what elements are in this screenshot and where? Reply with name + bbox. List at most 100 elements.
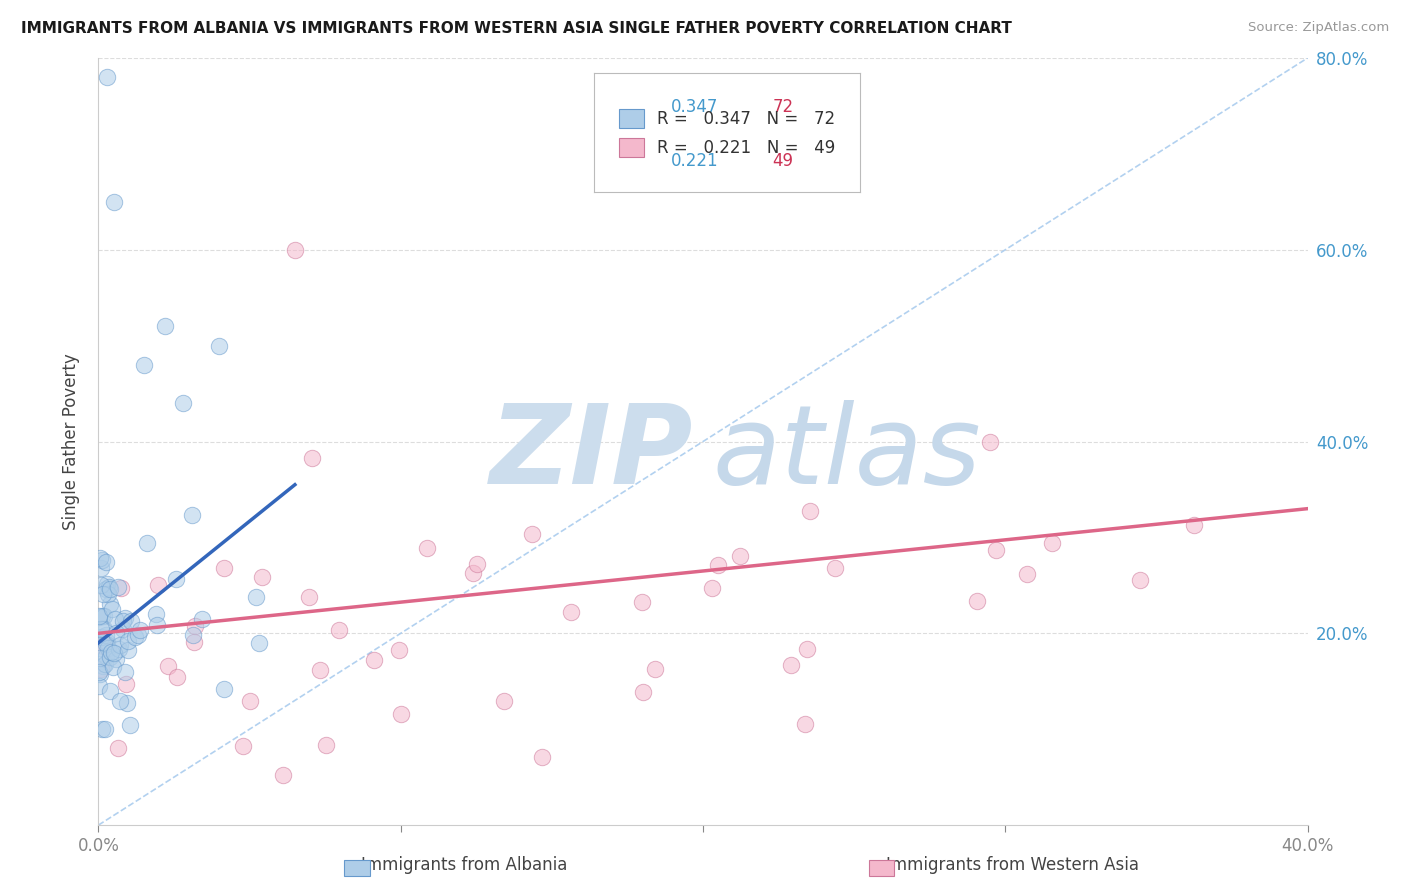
Point	[111, 614, 134, 628]
Point	[707, 558, 730, 572]
Point	[245, 591, 267, 605]
Point	[172, 396, 194, 410]
Point	[728, 549, 751, 563]
Point	[166, 670, 188, 684]
Point	[700, 581, 723, 595]
Text: Immigrants from Western Asia: Immigrants from Western Asia	[886, 855, 1139, 873]
Point	[94, 628, 117, 642]
Point	[108, 638, 131, 652]
Point	[90, 630, 112, 644]
Text: IMMIGRANTS FROM ALBANIA VS IMMIGRANTS FROM WESTERN ASIA SINGLE FATHER POVERTY CO: IMMIGRANTS FROM ALBANIA VS IMMIGRANTS FR…	[21, 21, 1012, 36]
Point	[98, 582, 121, 597]
Point	[1040, 536, 1063, 550]
Point	[191, 612, 214, 626]
Point	[110, 581, 132, 595]
Point	[94, 657, 117, 672]
Point	[97, 587, 120, 601]
Point	[103, 647, 125, 661]
Point	[90, 622, 112, 636]
Point	[114, 665, 136, 679]
Point	[89, 551, 111, 566]
Point	[250, 569, 273, 583]
Point	[328, 623, 350, 637]
Point	[87, 679, 110, 693]
Point	[799, 504, 821, 518]
Point	[93, 722, 115, 736]
Point	[89, 666, 111, 681]
Point	[87, 609, 110, 624]
Point	[117, 634, 139, 648]
Point	[97, 640, 120, 655]
Point	[96, 577, 118, 591]
Point	[91, 552, 114, 566]
Point	[118, 718, 141, 732]
Point	[388, 643, 411, 657]
Point	[96, 70, 118, 84]
Text: ZIP: ZIP	[489, 400, 693, 507]
Point	[984, 543, 1007, 558]
Point	[89, 665, 111, 679]
Point	[208, 338, 231, 352]
Point	[247, 635, 270, 649]
Point	[124, 630, 146, 644]
Point	[91, 639, 114, 653]
Point	[465, 557, 488, 571]
Point	[271, 768, 294, 782]
Point	[91, 587, 114, 601]
Point	[520, 527, 543, 541]
Point	[212, 561, 235, 575]
Point	[94, 649, 117, 664]
Point	[87, 610, 110, 624]
Point	[94, 637, 117, 651]
Point	[157, 658, 180, 673]
Point	[239, 694, 262, 708]
Point	[146, 578, 169, 592]
Point	[111, 622, 134, 636]
Point	[796, 641, 818, 656]
Point	[630, 594, 652, 608]
Point	[127, 627, 149, 641]
Point	[531, 750, 554, 764]
Point	[1017, 566, 1039, 581]
Point	[780, 657, 803, 672]
Point	[94, 556, 117, 570]
Point	[100, 645, 122, 659]
Point	[105, 626, 128, 640]
Point	[145, 607, 167, 621]
Point	[107, 580, 129, 594]
Point	[105, 651, 128, 665]
Point	[284, 243, 307, 257]
Point	[89, 651, 111, 665]
Point	[135, 536, 157, 550]
Point	[91, 609, 114, 624]
Point	[97, 580, 120, 594]
Point	[110, 694, 132, 708]
Point	[98, 650, 121, 665]
Point	[115, 677, 138, 691]
Point	[824, 561, 846, 575]
Point	[298, 591, 321, 605]
Point	[91, 723, 114, 737]
Point	[979, 434, 1001, 449]
Point	[103, 194, 125, 209]
Point	[90, 662, 112, 676]
Point	[165, 572, 187, 586]
Point	[101, 660, 124, 674]
Point	[183, 635, 205, 649]
Point	[1182, 518, 1205, 533]
Point	[1129, 574, 1152, 588]
Point	[415, 541, 437, 555]
Point	[301, 450, 323, 465]
Point	[793, 717, 815, 731]
Point	[183, 619, 205, 633]
Point	[132, 358, 155, 372]
Point	[232, 739, 254, 754]
Point	[129, 624, 152, 638]
Point	[153, 319, 176, 334]
Point	[145, 618, 167, 632]
Point	[108, 642, 131, 657]
Point	[98, 683, 121, 698]
Point	[93, 622, 115, 636]
Point	[120, 614, 142, 628]
Point	[115, 697, 138, 711]
